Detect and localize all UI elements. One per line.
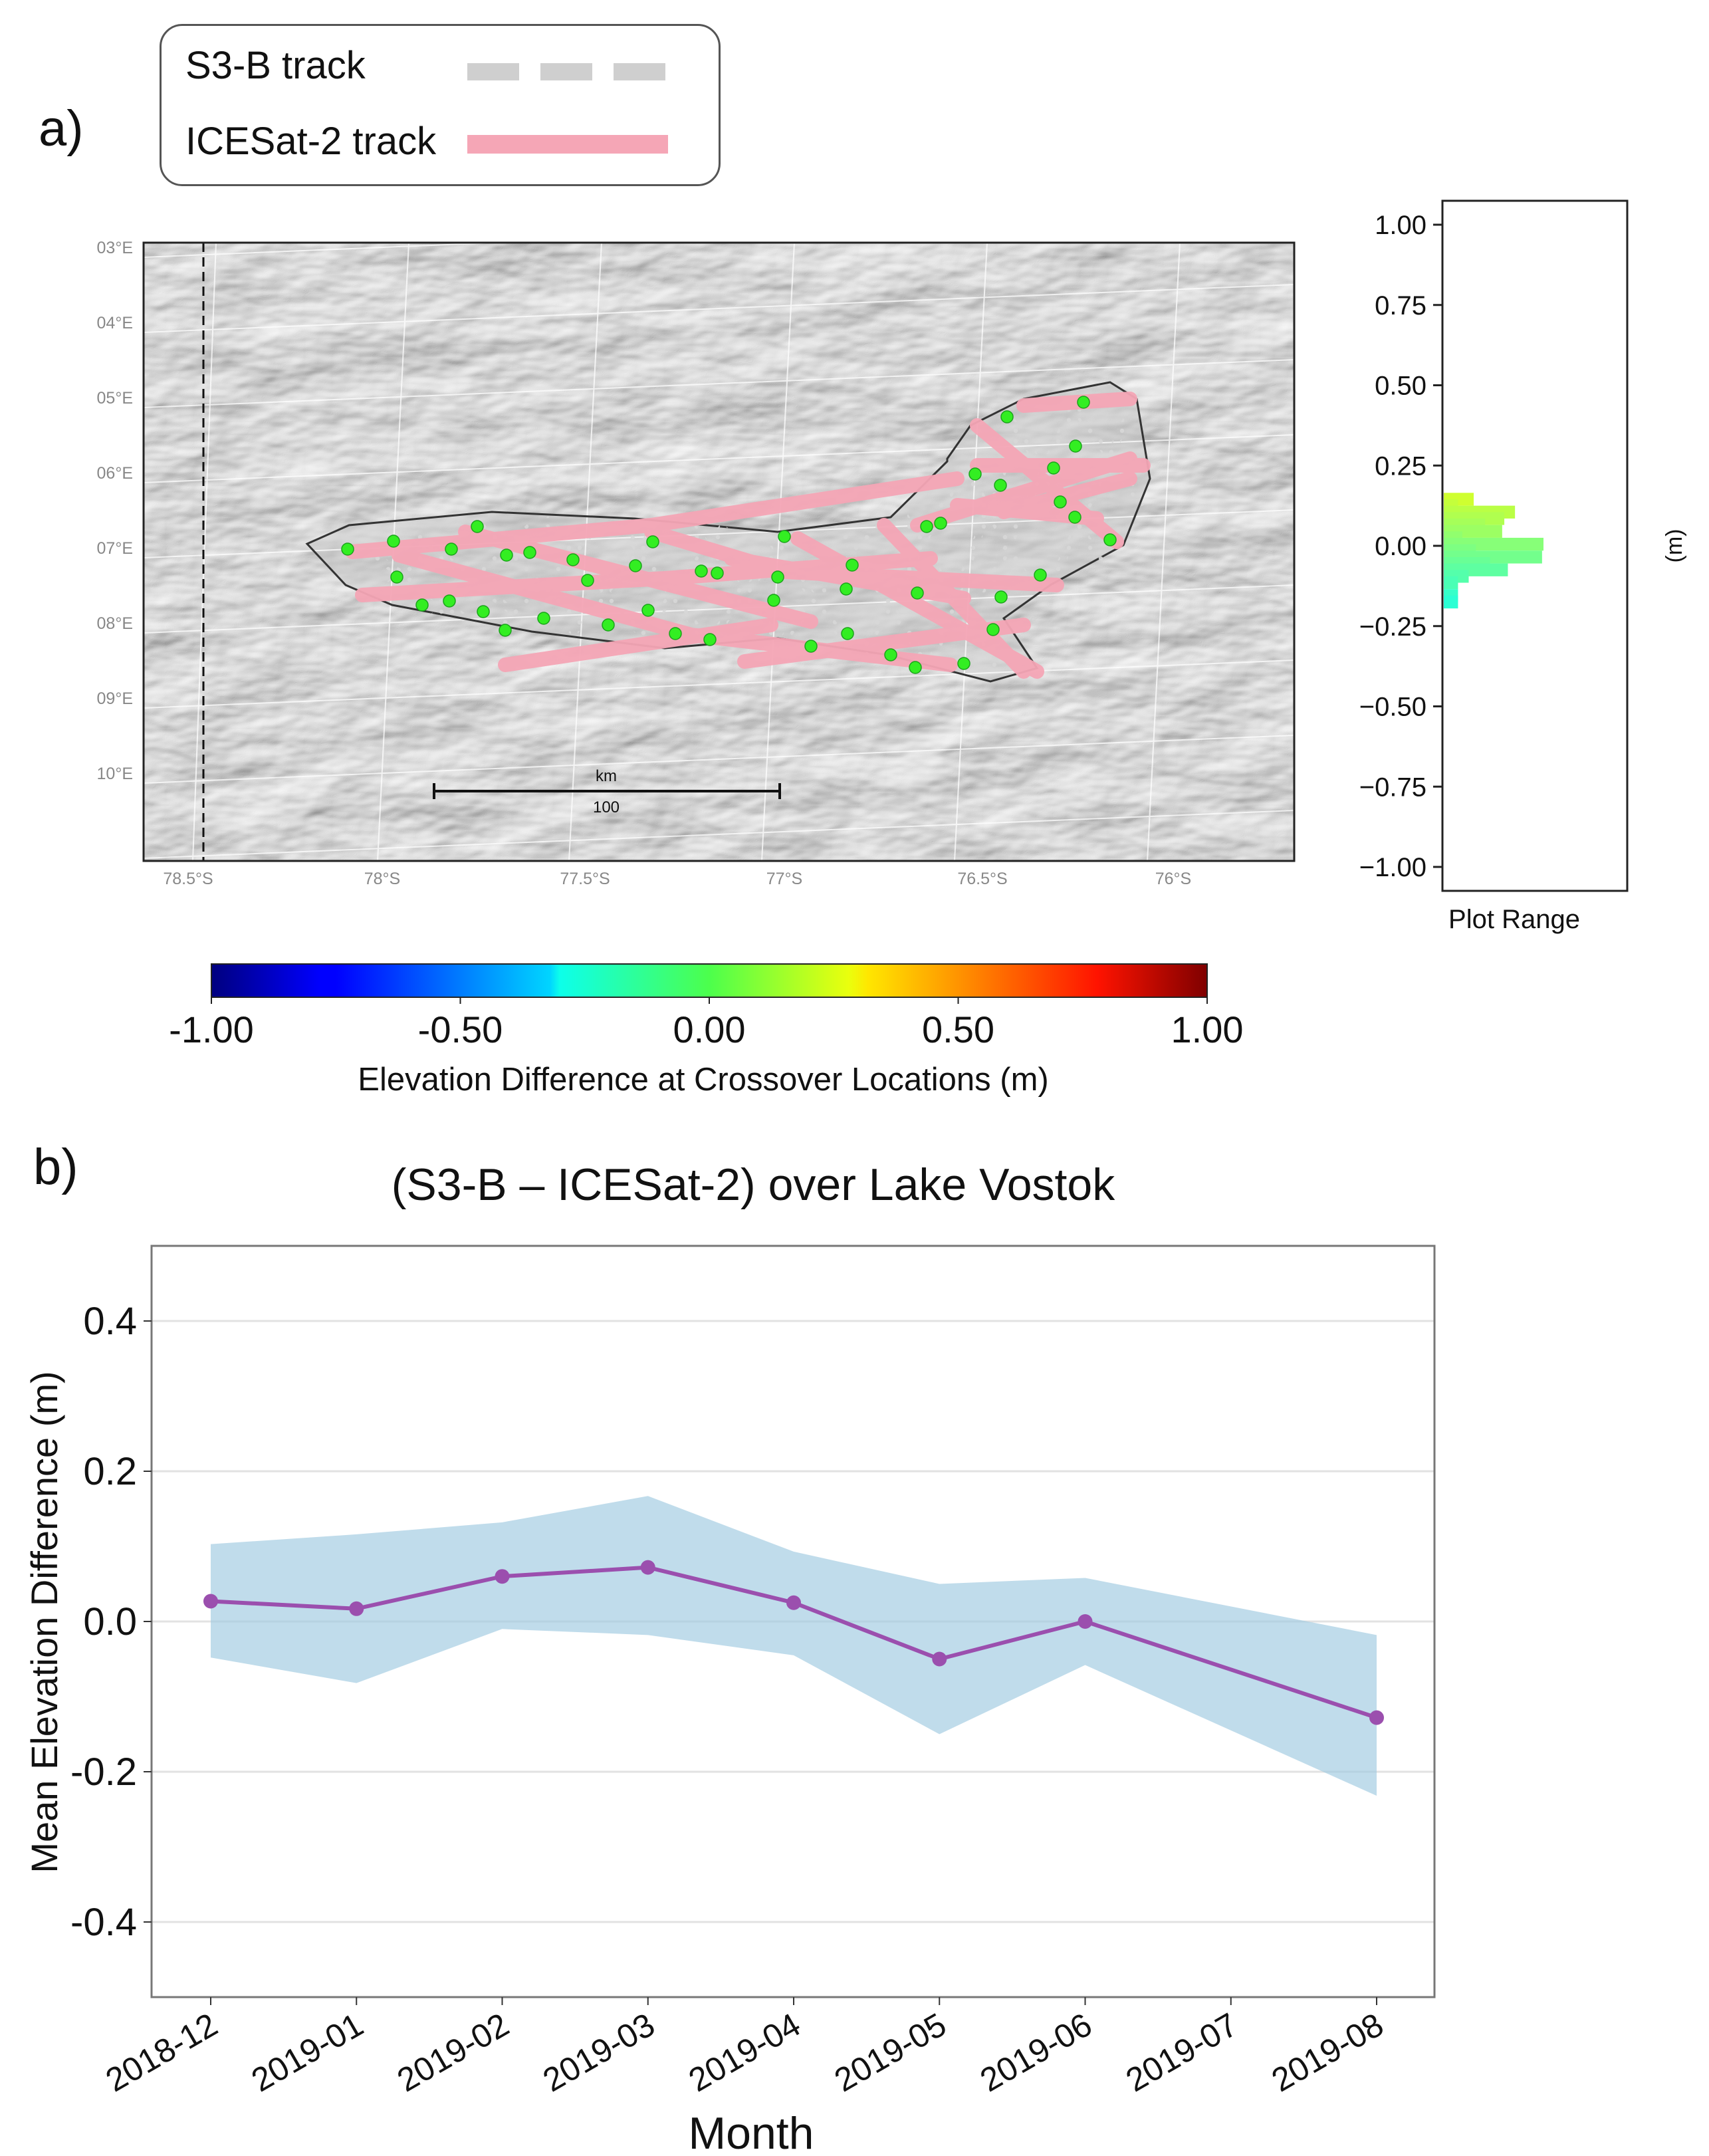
legend-swatch-s3b: [467, 63, 667, 80]
line-chart: (S3-B – ICESat-2) over Lake Vostok 0.4 0.…: [23, 1159, 1436, 2156]
y-tick-label: -0.2: [70, 1750, 137, 1794]
scale-bar-length: 100: [593, 798, 620, 816]
y-tick-label: 0.2: [83, 1450, 137, 1493]
series-line: [210, 1565, 1377, 1720]
data-point: [1078, 1614, 1093, 1629]
lat-tick: 77.5°S: [560, 870, 610, 888]
histogram: 1.00 0.75 0.50 0.25 0.00 −0.25 −0.50 −0.75 −1.00…: [1359, 199, 1687, 934]
y-tick-label: 0.4: [83, 1300, 137, 1343]
x-tick-label: 2019-08: [1266, 2006, 1390, 2099]
y-tick-label: -0.4: [70, 1901, 137, 1944]
x-tick-label: 2019-06: [974, 2006, 1098, 2099]
data-point: [203, 1594, 218, 1609]
data-point: [1369, 1710, 1384, 1725]
colorbar-gradient: [211, 963, 1208, 998]
lon-tick: 07°E: [97, 539, 133, 558]
colorbar-tick-label: 1.00: [1171, 1009, 1244, 1050]
histogram-bar: [1444, 576, 1458, 590]
lon-tick: 08°E: [97, 614, 133, 633]
scale-bar: km 100: [433, 767, 781, 816]
histogram-title: Plot Range: [1448, 905, 1580, 934]
lon-tick: 03°E: [97, 239, 133, 257]
map-lon-ticks: 03°E 04°E 05°E 06°E 07°E 08°E 09°E 10°E: [97, 239, 133, 783]
colorbar-label: Elevation Difference at Crossover Locati…: [358, 1062, 1048, 1098]
y-tick-label: 0.0: [83, 1600, 137, 1643]
lat-tick: 76°S: [1155, 870, 1191, 888]
data-point: [495, 1569, 510, 1584]
histogram-tick-label: 0.00: [1375, 532, 1426, 561]
lat-tick: 78.5°S: [163, 870, 213, 888]
histogram-tick-label: 0.75: [1375, 291, 1426, 320]
crossover-points: [341, 396, 1117, 674]
y-axis-label: Mean Elevation Difference (m): [23, 1371, 65, 1873]
x-tick-label: 2018-12: [100, 2006, 224, 2099]
colorbar-tick-label: -0.50: [418, 1009, 503, 1050]
colorbar-tick-label: -1.00: [169, 1009, 254, 1050]
legend-label-s3b: S3-B track: [185, 44, 366, 87]
legend: S3-B track ICESat-2 track: [160, 24, 721, 186]
lon-tick: 05°E: [97, 389, 133, 408]
x-tick-label: 2019-07: [1119, 2006, 1244, 2099]
x-tick-label: 2019-05: [828, 2006, 953, 2099]
map-lat-ticks: 78.5°S 78°S 77.5°S 77°S 76.5°S 76°S: [163, 870, 1191, 888]
map-svg: km 100 03°E 04°E 05°E 06°E 07°E 08°E 09°…: [97, 239, 1296, 888]
histogram-tick-label: −0.25: [1359, 612, 1426, 642]
x-tick-label: 2019-01: [245, 2006, 370, 2099]
colorbar-tick-label: 0.00: [673, 1009, 746, 1050]
data-point: [786, 1595, 801, 1610]
histogram-unit-label: (m): [1662, 529, 1687, 563]
x-tick-label: 2019-03: [536, 2006, 661, 2099]
histogram-tick-label: 1.00: [1375, 211, 1426, 240]
panel-b-label: b): [33, 1139, 78, 1195]
scale-bar-unit: km: [596, 767, 617, 785]
chart-title: (S3-B – ICESat-2) over Lake Vostok: [392, 1159, 1115, 1210]
data-point: [932, 1651, 947, 1667]
lon-tick: 09°E: [97, 689, 133, 708]
lat-tick: 78°S: [364, 870, 400, 888]
colorbar: -1.00 -0.50 0.00 0.50 1.00 Elevation Differe…: [169, 963, 1244, 1098]
histogram-tick-label: −0.75: [1359, 773, 1426, 802]
legend-label-icesat2: ICESat-2 track: [185, 120, 437, 163]
x-tick-label: 2019-04: [683, 2006, 807, 2099]
histogram-tick-label: −1.00: [1359, 853, 1426, 882]
histogram-tick-label: 0.25: [1375, 451, 1426, 481]
histogram-tick-label: −0.50: [1359, 693, 1426, 722]
colorbar-tick-label: 0.50: [922, 1009, 994, 1050]
data-point: [349, 1601, 364, 1616]
histogram-tick-label: 0.50: [1375, 372, 1426, 401]
lat-tick: 77°S: [766, 870, 802, 888]
x-tick-label: 2019-02: [391, 2006, 515, 2099]
legend-swatch-icesat2: [467, 135, 668, 154]
map-background: [144, 243, 1294, 861]
histogram-bar: [1444, 595, 1458, 609]
lon-tick: 04°E: [97, 314, 133, 332]
lat-tick: 76.5°S: [957, 870, 1007, 888]
x-axis-label: Month: [689, 2108, 814, 2156]
panel-a-label: a): [39, 100, 84, 157]
lon-tick: 06°E: [97, 464, 133, 483]
data-point: [640, 1560, 655, 1575]
icesat2-tracks: [345, 392, 1151, 679]
lon-tick: 10°E: [97, 765, 133, 783]
